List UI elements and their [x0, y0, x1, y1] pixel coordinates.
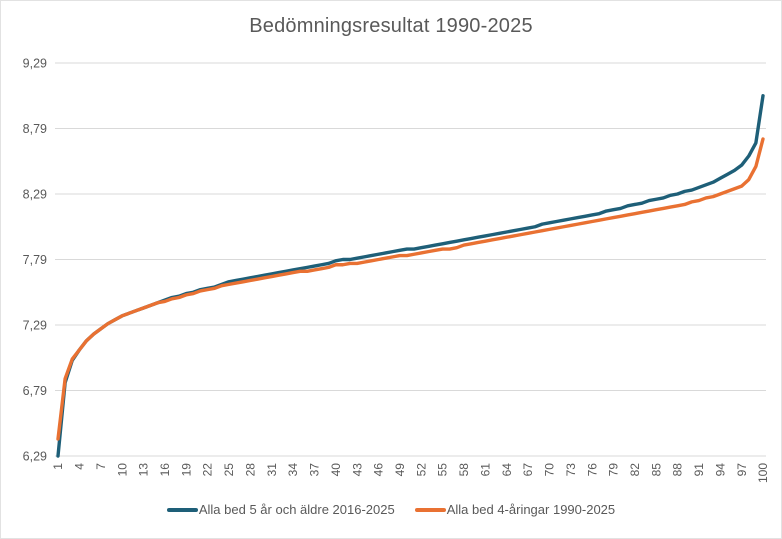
x-tick-label: 34: [286, 463, 300, 477]
legend-label-series-2: Alla bed 4-åringar 1990-2025: [446, 502, 616, 517]
x-tick-label: 16: [158, 463, 172, 477]
x-tick-label: 79: [607, 463, 621, 477]
legend-item-series-1: Alla bed 5 år och äldre 2016-2025: [166, 502, 395, 517]
y-tick-label: 8,79: [23, 122, 47, 136]
x-tick-label: 1: [51, 463, 65, 470]
x-tick-label: 58: [457, 463, 471, 477]
x-tick-label: 31: [265, 463, 279, 477]
x-tick-label: 25: [222, 463, 236, 477]
x-tick-label: 61: [478, 463, 492, 477]
y-tick-label: 6,79: [23, 384, 47, 398]
x-tick-label: 37: [308, 463, 322, 477]
x-tick-label: 22: [201, 463, 215, 477]
x-tick-label: 43: [350, 463, 364, 477]
x-tick-label: 73: [564, 463, 578, 477]
x-tick-label: 49: [393, 463, 407, 477]
x-tick-label: 55: [436, 463, 450, 477]
x-tick-label: 85: [649, 463, 663, 477]
legend-item-series-2: Alla bed 4-åringar 1990-2025: [414, 502, 616, 517]
x-tick-label: 7: [94, 463, 108, 470]
x-tick-label: 91: [692, 463, 706, 477]
x-tick-label: 28: [243, 463, 257, 477]
x-tick-label: 100: [756, 463, 770, 483]
y-tick-label: 9,29: [23, 57, 47, 71]
x-tick-label: 52: [414, 463, 428, 477]
y-tick-label: 7,29: [23, 319, 47, 333]
legend-label-series-1: Alla bed 5 år och äldre 2016-2025: [198, 502, 395, 517]
series1-line-swatch: [166, 507, 198, 512]
x-tick-label: 13: [137, 463, 151, 477]
y-tick-label: 6,29: [23, 450, 47, 464]
x-tick-label: 82: [628, 463, 642, 477]
x-tick-label: 88: [671, 463, 685, 477]
x-tick-label: 46: [372, 463, 386, 477]
x-tick-label: 64: [500, 463, 514, 477]
series-line-2: [56, 137, 765, 441]
legend: Alla bed 5 år och äldre 2016-2025 Alla b…: [1, 502, 781, 517]
series-line-1: [56, 94, 765, 458]
y-tick-label: 8,29: [23, 188, 47, 202]
x-tick-label: 67: [521, 463, 535, 477]
x-tick-label: 94: [713, 463, 727, 477]
x-tick-label: 97: [735, 463, 749, 477]
chart-title: Bedömningsresultat 1990-2025: [249, 15, 533, 37]
y-tick-label: 7,79: [23, 253, 47, 267]
series2-line-swatch: [414, 507, 446, 512]
x-tick-label: 10: [115, 463, 129, 477]
x-tick-label: 40: [329, 463, 343, 477]
x-tick-label: 19: [179, 463, 193, 477]
x-tick-label: 76: [585, 463, 599, 477]
x-tick-label: 4: [73, 463, 87, 470]
x-tick-label: 70: [543, 463, 557, 477]
